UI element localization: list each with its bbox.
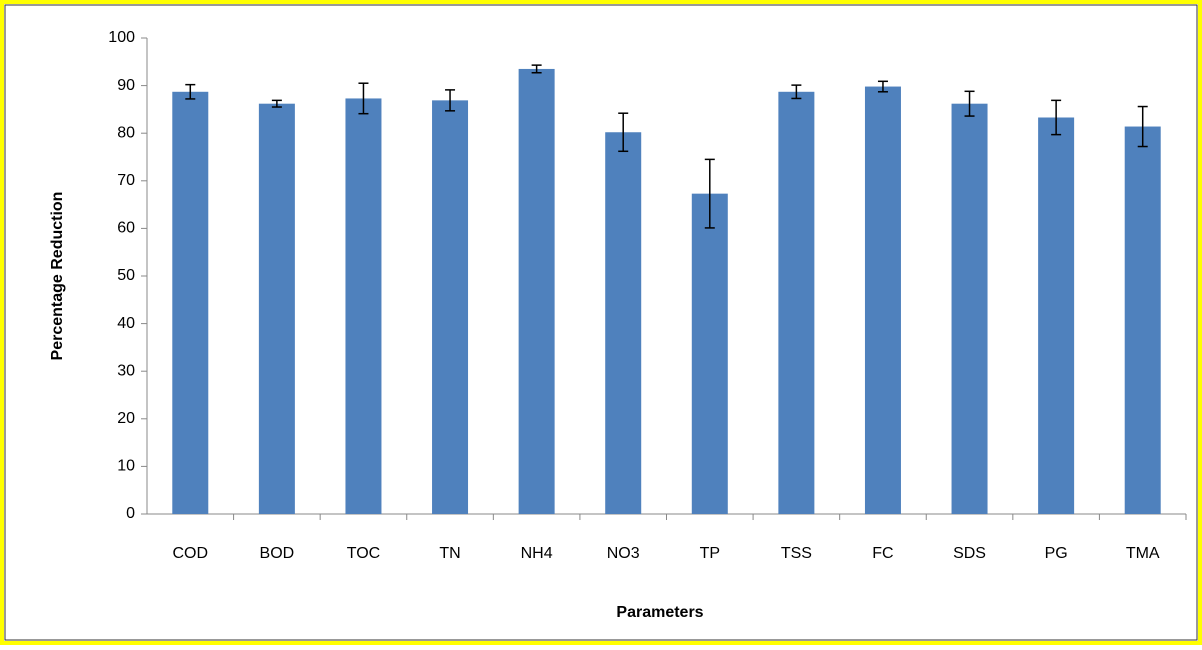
y-axis-title: Percentage Reduction [49,192,66,361]
x-tick-label: TP [700,545,720,562]
error-bar [791,84,802,100]
bar [345,98,382,515]
error-bar [531,64,542,74]
frame-inner [4,4,1198,641]
y-tick-label: 20 [117,410,135,427]
y-tick-label: 70 [117,172,135,189]
x-tick-label: BOD [260,545,295,562]
bar [778,91,815,515]
x-tick-label: TN [439,545,460,562]
x-tick-label: NO3 [607,545,640,562]
bar [172,91,209,515]
x-tick-label: TMA [1126,545,1160,562]
error-bar [358,82,369,115]
y-tick-label: 90 [117,77,135,94]
x-tick-label: TSS [781,545,812,562]
y-tick-label: 10 [117,458,135,475]
bar [1038,117,1075,514]
error-bar [964,90,975,117]
x-tick-label: COD [173,545,209,562]
error-bar [1051,99,1062,136]
bar [258,103,295,515]
y-tick-label: 30 [117,362,135,379]
error-bar [445,89,456,112]
bar [432,100,469,514]
bar [951,103,988,515]
bar [605,132,642,515]
x-tick-label: PG [1045,545,1068,562]
error-bar [185,83,196,100]
y-tick-label: 0 [126,505,135,522]
y-tick-label: 40 [117,315,135,332]
y-tick-label: 60 [117,220,135,237]
error-bar [1137,105,1148,148]
bar [518,68,555,514]
error-bar [704,158,715,229]
x-tick-label: NH4 [521,545,553,562]
error-bar [877,80,888,93]
bar [1124,126,1161,514]
y-tick-label: 100 [108,29,135,46]
error-bar [618,112,629,153]
bar [864,86,901,514]
bar [691,193,728,515]
x-axis-title: Parameters [616,604,703,621]
x-tick-label: TOC [347,545,380,562]
x-tick-label: FC [872,545,893,562]
error-bar [271,99,282,108]
y-tick-label: 50 [117,267,135,284]
y-tick-label: 80 [117,124,135,141]
x-tick-label: SDS [953,545,986,562]
